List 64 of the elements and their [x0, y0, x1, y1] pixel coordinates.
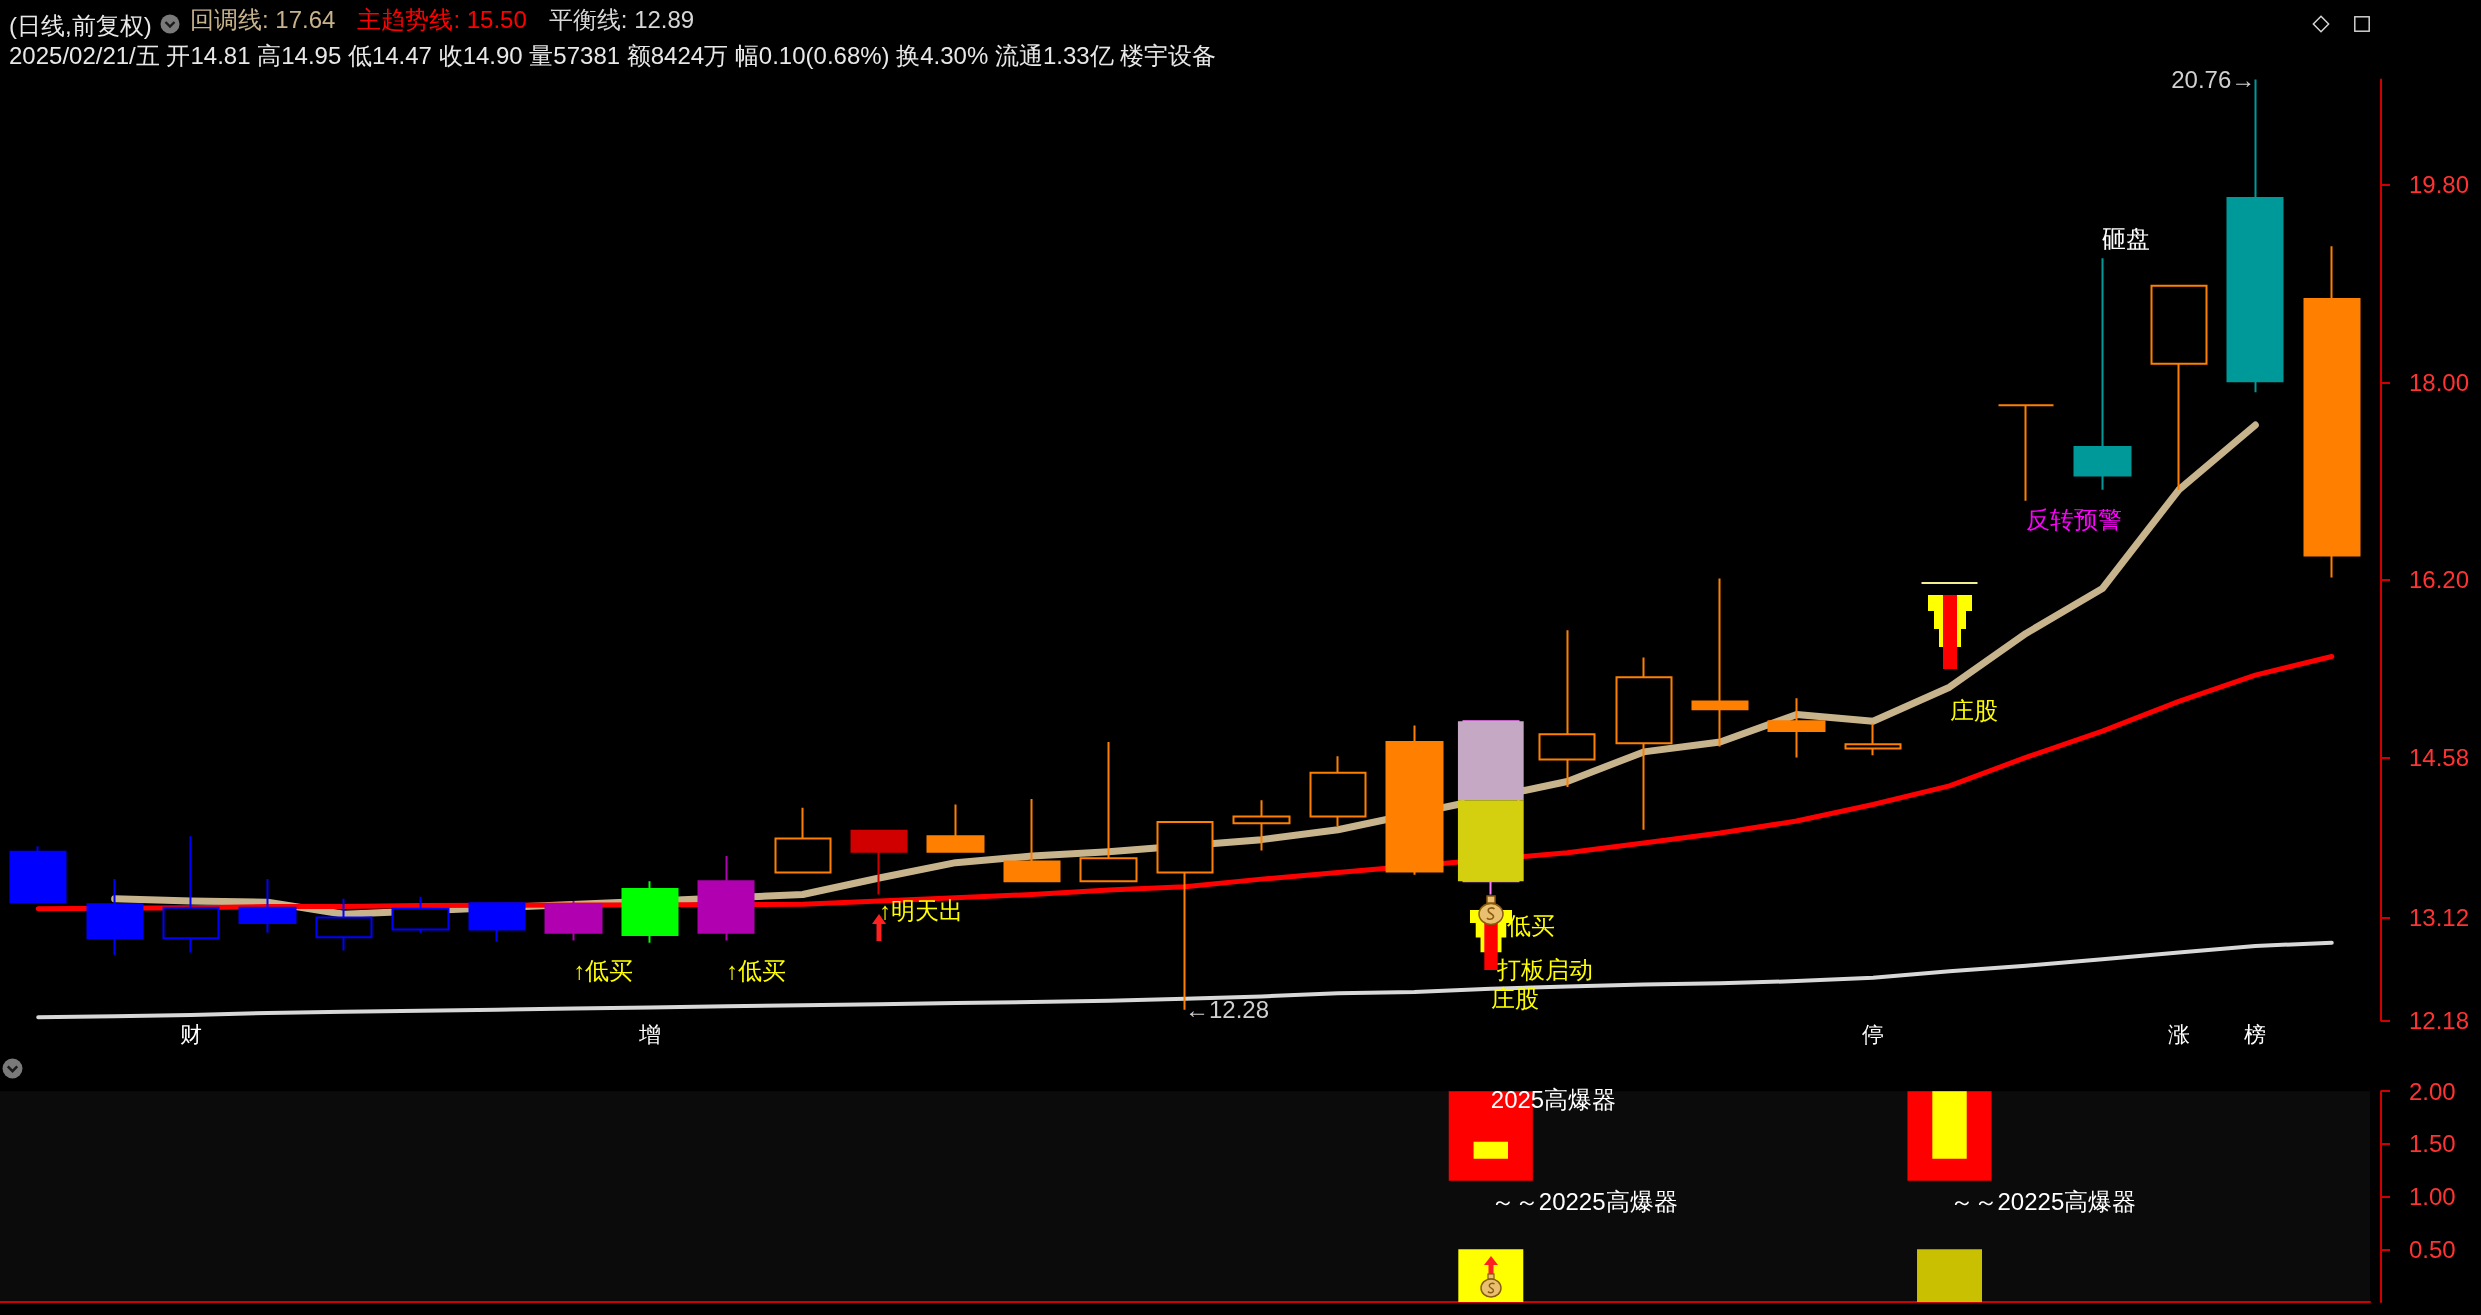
y-tick-label: 14.58 [2409, 743, 2470, 771]
x-tick-label: 财 [180, 1022, 203, 1048]
annotation: ↑明天出 [879, 896, 964, 924]
text: 主趋势线: 15.50 [357, 6, 527, 33]
annotation: 反转预警 [2025, 506, 2122, 534]
x-tick-label: 停 [1862, 1022, 1885, 1048]
annotation: 打板启动 [1495, 955, 1593, 983]
candlestick [1003, 798, 1061, 883]
candlestick [1767, 697, 1826, 759]
annotation: 砸盘 [2102, 224, 2151, 252]
x-tick-label: 增 [637, 1022, 661, 1048]
candlestick [1232, 799, 1291, 852]
y-tick-label: 2.00 [2409, 1077, 2456, 1105]
line-series [36, 940, 2334, 1020]
candlestick [2303, 245, 2361, 579]
candlestick [1844, 722, 1902, 757]
y-tick-label: 19.80 [2409, 171, 2470, 199]
x-tick-label: 榜 [2244, 1022, 2267, 1048]
annotation: ↑低买 [726, 957, 787, 985]
candlestick [621, 880, 679, 944]
y-tick-label: 0.50 [2409, 1235, 2456, 1263]
candlestick [9, 845, 67, 904]
candlestick [774, 806, 832, 874]
y-tick-label: 1.50 [2409, 1130, 2456, 1158]
candlestick [1079, 741, 1138, 883]
bar [1473, 1141, 1509, 1159]
candlestick [162, 835, 220, 954]
annotation: ←12.28 [1185, 996, 1270, 1024]
candlestick [391, 895, 450, 934]
candlestick [2150, 284, 2208, 491]
candlestick [1615, 656, 1673, 831]
text: 平衡线: 12.89 [548, 6, 695, 33]
chart-subtitle: 2025/02/21/五 开14.81 高14.95 低14.47 收14.90 量57381 额8424万 幅0.10(0.68%) 换4.30% 流通1.33亿 楼宇设备 [9, 41, 1217, 69]
y-tick-label: 12.18 [2409, 1007, 2470, 1035]
bar [1932, 1091, 1967, 1159]
x-tick-label: 涨 [2167, 1022, 2190, 1048]
candlestick [238, 878, 297, 934]
annotation: 庄股 [1949, 696, 1998, 724]
candlestick [1691, 577, 1749, 748]
candlestick [1309, 755, 1367, 828]
candlestick [315, 897, 373, 952]
bar [1917, 1249, 1983, 1302]
candlestick [926, 803, 985, 853]
annotation: ～～20225高爆器 [1490, 1188, 1678, 1216]
candlestick [1385, 724, 1444, 876]
annotation: ↑低买 [573, 957, 634, 985]
y-tick-label: 16.20 [2409, 566, 2470, 594]
annotation: ～～20225高爆器 [1949, 1188, 2137, 1216]
annotation: 20.76→ [2171, 66, 2256, 94]
annotation: 庄股 [1490, 984, 1539, 1012]
candlestick [697, 855, 755, 942]
candlestick [468, 901, 526, 943]
chart-title: (日线,前复权) [9, 11, 152, 39]
candlestick [1997, 404, 2055, 502]
candlestick [850, 829, 908, 896]
candlestick [544, 900, 603, 942]
candlestick [2073, 257, 2132, 491]
y-tick-label: 13.12 [2409, 904, 2470, 932]
candlestick [86, 878, 144, 956]
y-tick-label: 18.00 [2409, 368, 2470, 396]
annotation: 低买 [1506, 911, 1555, 939]
candlestick [1538, 629, 1596, 788]
y-tick-label: 1.00 [2409, 1183, 2456, 1211]
text: 回调线: 17.64 [190, 6, 336, 33]
